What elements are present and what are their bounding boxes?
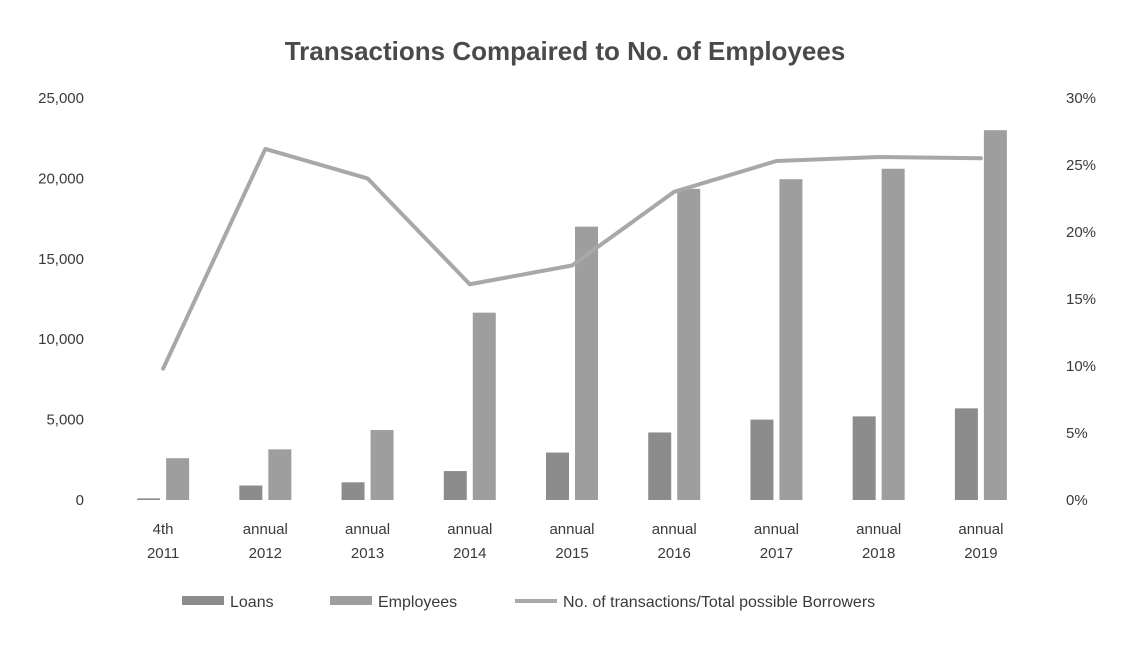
loans-bar: [546, 452, 569, 500]
employees-bar: [370, 430, 394, 500]
left-tick-label: 0: [76, 492, 84, 509]
employees-bar: [575, 226, 598, 500]
category-label: annual: [447, 521, 492, 538]
right-tick-label: 15%: [1066, 291, 1096, 308]
right-tick-label: 0%: [1066, 492, 1088, 509]
category-label: 2013: [351, 545, 384, 562]
left-axis: 0 5,000 10,000 15,000 20,000 25,000: [38, 90, 84, 509]
category-label: annual: [958, 521, 1003, 538]
legend-label: Employees: [378, 594, 457, 611]
category-label: 2014: [453, 545, 486, 562]
employees-bar: [983, 130, 1007, 500]
employees-bar: [268, 449, 292, 500]
left-tick-label: 20,000: [38, 170, 84, 187]
category-axis: 4th 2011 annual 2012 annual 2013 annual 2014 ann…: [147, 521, 1003, 562]
category-label: 4th: [153, 521, 174, 538]
left-tick-label: 15,000: [38, 251, 84, 268]
category-label: 2015: [555, 545, 588, 562]
category-label: annual: [345, 521, 390, 538]
line-series: [161, 146, 983, 371]
category-label: 2018: [862, 545, 895, 562]
employees-bar: [472, 312, 496, 500]
loans-bar: [954, 408, 978, 500]
left-tick-label: 25,000: [38, 90, 84, 107]
loans-bar: [239, 485, 263, 500]
category-label: 2016: [658, 545, 691, 562]
legend-swatch: [182, 596, 224, 605]
loans-bar: [852, 416, 876, 500]
right-tick-label: 30%: [1066, 90, 1096, 107]
category-label: 2017: [760, 545, 793, 562]
right-tick-label: 25%: [1066, 157, 1096, 174]
category-label: 2019: [964, 545, 997, 562]
left-tick-label: 5,000: [46, 412, 84, 429]
category-label: annual: [549, 521, 594, 538]
right-axis: 0% 5% 10% 15% 20% 25% 30%: [1066, 90, 1096, 509]
bar-series: [137, 130, 1007, 501]
loans-bar: [648, 432, 672, 500]
loans-bar: [341, 482, 365, 500]
loans-bar: [137, 498, 161, 500]
legend-swatch: [330, 596, 372, 605]
legend-label: Loans: [230, 594, 274, 611]
category-label: annual: [652, 521, 697, 538]
category-label: 2012: [249, 545, 282, 562]
left-tick-label: 10,000: [38, 331, 84, 348]
category-label: annual: [754, 521, 799, 538]
legend: Loans Employees No. of transactions/Total …: [182, 594, 875, 611]
category-label: annual: [243, 521, 288, 538]
category-label: annual: [856, 521, 901, 538]
right-tick-label: 20%: [1066, 224, 1096, 241]
chart-title: Transactions Compaired to No. of Employe…: [285, 36, 846, 66]
employees-bar: [881, 168, 905, 500]
category-label: 2011: [147, 545, 179, 562]
ratio-line: [161, 146, 983, 371]
loans-bar: [750, 419, 774, 500]
employees-bar: [166, 458, 190, 500]
right-tick-label: 5%: [1066, 425, 1088, 442]
right-tick-label: 10%: [1066, 358, 1096, 375]
loans-bar: [443, 471, 467, 500]
employees-bar: [677, 188, 701, 501]
employees-bar: [779, 179, 803, 501]
legend-label: No. of transactions/Total possible Borro…: [563, 594, 875, 611]
